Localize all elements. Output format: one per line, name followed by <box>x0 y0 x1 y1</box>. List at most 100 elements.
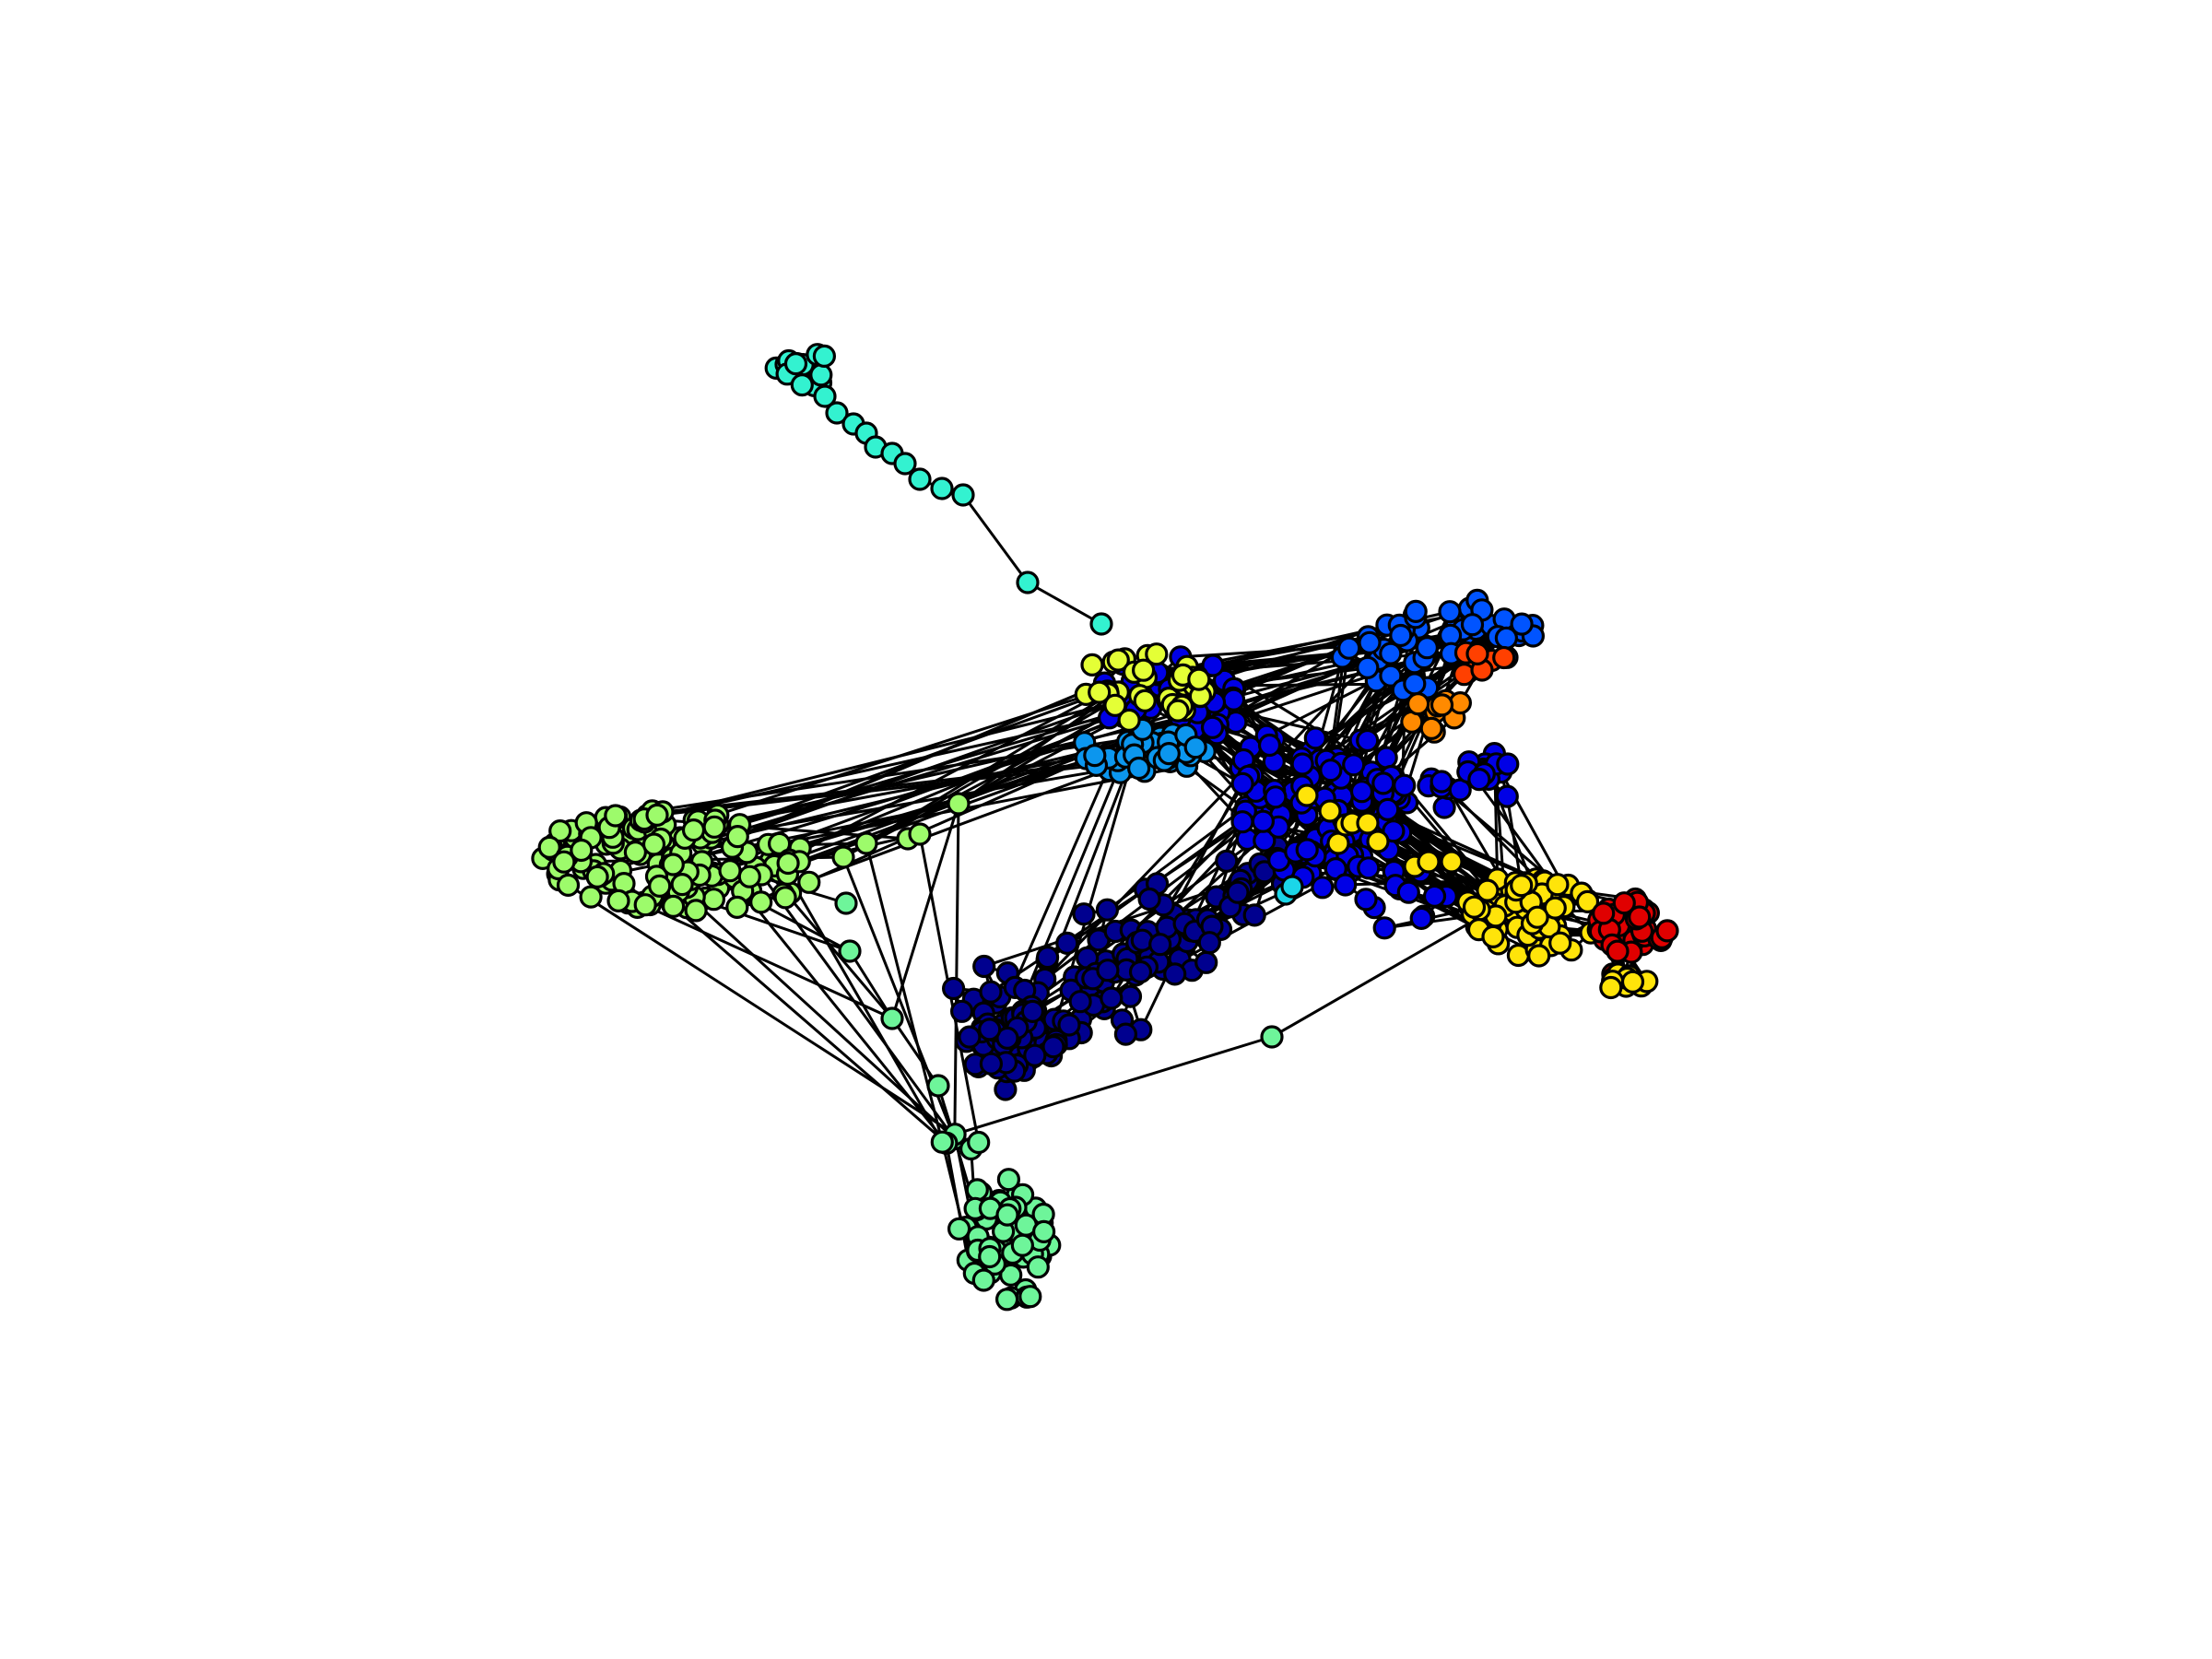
graph-node-blue <box>1295 838 1319 862</box>
graph-node-mint <box>995 1203 1019 1227</box>
graph-node-mid-blue <box>1403 672 1427 696</box>
graph-node-yellow <box>1510 874 1534 898</box>
graph-node-blue <box>1251 809 1276 833</box>
graph-node-red <box>1606 939 1630 963</box>
graph-node-mint <box>994 1288 1019 1312</box>
graph-node-blue <box>1374 746 1398 770</box>
graph-node-red <box>1612 891 1636 915</box>
graph-edge <box>1106 806 1247 912</box>
graph-node-mint <box>926 1074 950 1098</box>
graph-node-light-green <box>552 850 576 874</box>
graph-node-navy <box>1023 1043 1047 1067</box>
graph-node-red <box>1592 901 1616 925</box>
graph-edge <box>1027 581 1102 626</box>
graph-node-light-green <box>854 831 878 855</box>
graph-node-teal-tail <box>951 483 975 507</box>
graph-node-mint <box>930 1130 954 1154</box>
graph-node-navy <box>1055 931 1079 956</box>
graph-node-light-green <box>684 899 708 923</box>
graph-edge <box>786 873 944 1143</box>
graph-node-light-green <box>579 885 603 909</box>
graph-edge <box>953 803 960 1139</box>
graph-node-yellow-green <box>1145 642 1169 666</box>
graph-node-light-green <box>661 894 686 919</box>
graph-node-mint <box>967 1130 991 1155</box>
graph-node-blue <box>1264 785 1288 809</box>
graph-node-teal-tail <box>908 467 932 491</box>
graph-node-mid-blue <box>1356 655 1380 679</box>
graph-node-navy <box>958 1025 982 1049</box>
graph-node-blue <box>1354 888 1378 912</box>
graph-node-mid-blue <box>1404 599 1428 624</box>
graph-node-blue <box>1221 688 1246 712</box>
graph-node-blue <box>1495 784 1519 808</box>
graph-node-yellow <box>1366 830 1390 853</box>
node-layer <box>531 343 1679 1312</box>
graph-node-yellow <box>1476 878 1500 902</box>
graph-node-orange <box>1406 691 1430 716</box>
graph-node-light-green <box>718 859 742 883</box>
graph-node-navy <box>972 954 996 979</box>
graph-node-light-green <box>648 874 672 899</box>
graph-node-navy <box>1057 1013 1081 1037</box>
graph-node-orange <box>1430 693 1454 717</box>
graph-edge <box>890 803 960 1019</box>
graph-node-navy <box>1163 962 1187 986</box>
graph-node-yellow-green <box>1187 667 1211 691</box>
graph-node-blue <box>1311 876 1335 900</box>
graph-node-light-green <box>585 865 609 889</box>
graph-node-navy <box>941 976 966 1001</box>
graph-node-navy <box>1035 945 1060 970</box>
graph-node-blue <box>1201 653 1225 677</box>
graph-node-sky-blue <box>1126 756 1151 781</box>
graph-node-blue <box>1290 752 1314 776</box>
graph-node-blue <box>1422 884 1447 909</box>
graph-node-yellow <box>1318 799 1342 823</box>
graph-node-light-green <box>749 890 773 914</box>
graph-node-navy <box>1148 933 1172 957</box>
graph-node-teal-tail <box>930 477 954 500</box>
graph-node-mint <box>834 891 858 915</box>
graph-edge <box>890 1018 940 1087</box>
graph-node-light-green <box>570 838 594 863</box>
graph-node-yellow <box>1417 850 1441 874</box>
graph-node-sky-blue <box>1157 741 1181 766</box>
graph-node-navy <box>1197 931 1221 955</box>
graph-node-navy <box>1020 999 1045 1024</box>
graph-node-navy <box>1226 880 1250 904</box>
graph-node-mid-blue <box>1379 664 1403 688</box>
graph-node-yellow <box>1599 975 1623 1000</box>
graph-node-teal-tail <box>825 401 849 425</box>
graph-node-blue <box>1342 753 1366 777</box>
graph-node-light-green <box>604 804 628 828</box>
graph-node-navy <box>1041 1035 1065 1059</box>
graph-node-mint <box>947 1217 971 1241</box>
graph-node-light-green <box>681 818 706 842</box>
graph-node-light-green <box>556 873 581 898</box>
graph-node-teal-tail <box>893 452 917 476</box>
graph-node-yellow <box>1462 895 1487 919</box>
graph-node-yellow <box>1295 783 1319 807</box>
graph-node-mid-blue <box>1494 626 1519 650</box>
graph-node-navy <box>1096 959 1120 982</box>
graph-node-light-green <box>776 851 800 876</box>
graph-node-blue <box>1230 810 1254 834</box>
graph-node-teal-tail <box>809 363 833 387</box>
graph-node-cyan <box>1280 875 1304 899</box>
graph-node-teal-tail <box>1016 571 1040 594</box>
graph-node-yellow <box>1440 850 1464 874</box>
graph-node-light-green <box>606 888 630 913</box>
graph-node-blue <box>1230 771 1254 795</box>
graph-node-navy <box>1100 986 1124 1010</box>
graph-node-blue <box>1496 752 1520 776</box>
graph-node-teal-tail <box>1089 612 1113 636</box>
graph-node-light-green <box>767 831 792 856</box>
graph-node-yellow <box>1481 924 1505 949</box>
graph-node-yellow <box>1546 873 1570 897</box>
graph-node-red <box>1655 919 1679 943</box>
graph-node-blue <box>1349 780 1374 804</box>
graph-node-blue <box>1409 906 1433 931</box>
graph-node-mid-blue <box>1379 641 1403 665</box>
graph-node-navy <box>995 1026 1019 1051</box>
